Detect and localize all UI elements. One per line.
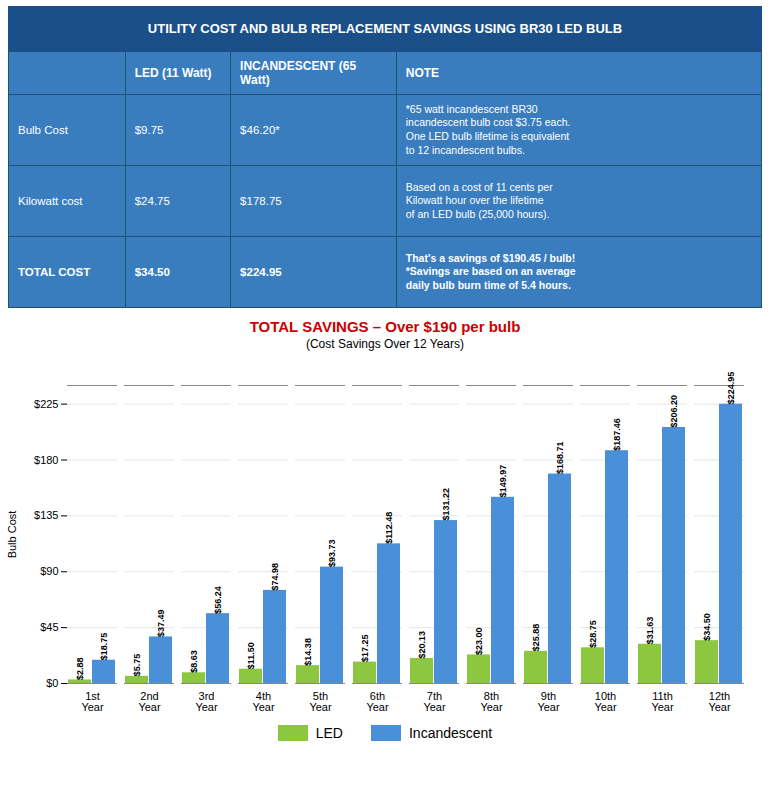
svg-text:$90: $90 — [40, 565, 58, 577]
svg-text:$149.97: $149.97 — [498, 465, 508, 498]
html-text:TOTAL COST: TOTAL COST — [18, 265, 91, 278]
svg-text:9thYear: 9thYear — [537, 690, 560, 713]
svg-text:$135: $135 — [34, 509, 58, 521]
svg-text:$187.46: $187.46 — [612, 418, 622, 451]
svg-text:5thYear: 5thYear — [309, 690, 332, 713]
svg-text:$45: $45 — [40, 621, 58, 633]
svg-text:$112.48: $112.48 — [384, 512, 394, 544]
svg-text:$20.13: $20.13 — [417, 631, 427, 659]
html-text:Bulb Cost: Bulb Cost — [18, 123, 68, 136]
svg-text:$18.75: $18.75 — [99, 633, 109, 661]
html-text:NOTE: NOTE — [405, 66, 440, 80]
svg-text:$180: $180 — [34, 454, 58, 466]
svg-text:8thYear: 8thYear — [480, 690, 503, 713]
svg-text:$56.24: $56.24 — [213, 586, 223, 614]
html-text:$224.95: $224.95 — [240, 265, 282, 278]
svg-text:11thYear: 11thYear — [651, 690, 674, 713]
svg-text:$206.20: $206.20 — [669, 395, 679, 428]
svg-text:$14.38: $14.38 — [303, 638, 313, 666]
html-text:That's a savings of $190.45 /: That's a savings of $190.45 / bulb! *Sav… — [405, 251, 576, 291]
html-text:(Cost Savings Over 12 Years): (Cost Savings Over 12 Years) — [306, 337, 464, 351]
html-text:$178.75: $178.75 — [240, 194, 282, 207]
svg-text:$74.98: $74.98 — [270, 563, 280, 591]
svg-text:$225: $225 — [34, 398, 58, 410]
svg-text:10thYear: 10thYear — [594, 690, 617, 713]
html-text:$34.50: $34.50 — [134, 265, 170, 278]
svg-text:2ndYear: 2ndYear — [138, 690, 161, 713]
svg-text:7thYear: 7thYear — [423, 690, 446, 713]
svg-text:3rdYear: 3rdYear — [195, 690, 218, 713]
html-text:UTILITY COST AND BULB REPLACEM: UTILITY COST AND BULB REPLACEMENT SAVING… — [147, 20, 623, 36]
svg-text:4thYear: 4thYear — [252, 690, 275, 713]
svg-text:$17.25: $17.25 — [360, 635, 370, 663]
svg-text:12thYear: 12thYear — [708, 690, 731, 713]
svg-text:$8.63: $8.63 — [189, 650, 199, 673]
svg-text:1stYear: 1stYear — [81, 690, 104, 713]
svg-text:$37.49: $37.49 — [156, 609, 166, 637]
html-text:$24.75: $24.75 — [134, 194, 170, 207]
svg-text:Bulb Cost: Bulb Cost — [6, 511, 18, 559]
svg-text:$23.00: $23.00 — [474, 627, 484, 655]
html-text:Kilowatt cost: Kilowatt cost — [18, 194, 83, 207]
svg-text:$5.75: $5.75 — [132, 654, 142, 677]
svg-text:$28.75: $28.75 — [588, 620, 598, 648]
html-text:Based on a cost of 11 cents pe: Based on a cost of 11 cents per Kilowatt… — [405, 180, 553, 220]
svg-text:$168.71: $168.71 — [555, 441, 565, 474]
html-text:$46.20*: $46.20* — [240, 123, 280, 136]
html-text:LED: LED — [315, 725, 343, 741]
svg-text:6thYear: 6thYear — [366, 690, 389, 713]
svg-text:$11.50: $11.50 — [246, 642, 256, 669]
svg-text:$31.63: $31.63 — [645, 617, 655, 645]
svg-text:$224.95: $224.95 — [726, 372, 736, 405]
html-text:INCANDESCENT (65 Watt): INCANDESCENT (65 Watt) — [240, 59, 357, 87]
svg-text:$25.88: $25.88 — [531, 624, 541, 652]
svg-text:$2.88: $2.88 — [75, 657, 85, 680]
html-text:Incandescent: Incandescent — [409, 725, 493, 741]
html-text:TOTAL SAVINGS – Over $190 per: TOTAL SAVINGS – Over $190 per bulb — [249, 318, 521, 335]
svg-text:$131.22: $131.22 — [441, 488, 451, 521]
html-text:*65 watt incandescent BR30 inc: *65 watt incandescent BR30 incandescent … — [405, 102, 571, 156]
html-text:$9.75: $9.75 — [134, 123, 164, 136]
svg-text:$34.50: $34.50 — [702, 613, 712, 641]
svg-text:$0: $0 — [46, 677, 58, 689]
html-text:LED (11 Watt): LED (11 Watt) — [134, 66, 212, 80]
svg-text:$93.73: $93.73 — [327, 540, 337, 568]
